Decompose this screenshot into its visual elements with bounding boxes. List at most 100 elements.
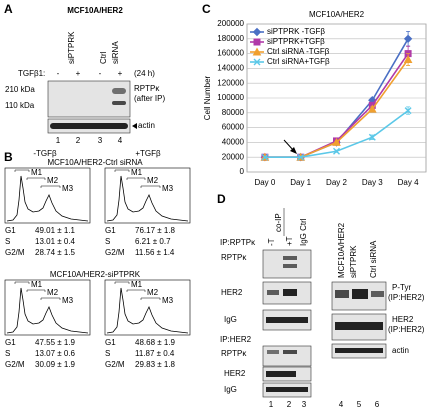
- band: [283, 256, 297, 260]
- gate-label: M3: [162, 184, 174, 193]
- x-tick-label: Day 1: [290, 178, 311, 187]
- time-label: (24 h): [134, 69, 155, 78]
- y-tick-label: 0: [240, 167, 245, 176]
- y-tick-label: 180000: [217, 34, 244, 43]
- phase-value: 13.07 ± 0.6: [35, 349, 76, 358]
- marker: [261, 153, 269, 161]
- gate-label: M1: [31, 280, 43, 289]
- gate-label: M1: [131, 168, 143, 177]
- y-axis-title: Cell Number: [203, 75, 212, 120]
- y-tick-label: 80000: [222, 108, 245, 117]
- band: [266, 371, 296, 377]
- phase-label: S: [5, 237, 10, 246]
- band: [266, 317, 308, 323]
- gate-label: M3: [62, 184, 74, 193]
- marker: [368, 133, 376, 141]
- marker: [332, 137, 341, 146]
- lane-label: siPTPRK: [67, 31, 76, 64]
- band: [267, 350, 279, 354]
- lane-label: -T: [267, 238, 276, 246]
- y-tick-label: 100000: [217, 93, 244, 102]
- lane-number: 2: [76, 136, 81, 145]
- y-tick-label: 140000: [217, 64, 244, 73]
- legend-label: Ctrl siRNA+TGFβ: [267, 57, 330, 66]
- band-label: IgG: [224, 315, 237, 324]
- lane-number: 1: [56, 136, 61, 145]
- phase-label: G2/M: [5, 248, 25, 257]
- panel-letter: B: [4, 150, 13, 164]
- lane-number: 3: [302, 400, 307, 409]
- line-chart: MCF10A/HER2 Cell Number 0 20000 40000 60000 80…: [203, 10, 427, 187]
- lane-label: Ctrl: [99, 51, 108, 64]
- band-label: RPTPκ: [134, 84, 160, 93]
- band-label: HER2: [392, 315, 414, 324]
- band: [335, 348, 383, 353]
- group-title: MCF10A/HER2-siPTPRK: [50, 270, 141, 279]
- arrowhead: [290, 147, 297, 154]
- marker: [367, 104, 377, 113]
- lane-label: IgG Ctrl: [299, 218, 308, 246]
- legend-label: Ctrl siRNA -TGFβ: [267, 47, 330, 56]
- gate-label: M2: [147, 176, 159, 185]
- phase-value: 11.56 ± 1.4: [135, 248, 175, 257]
- phase-label: G2/M: [105, 248, 125, 257]
- phase-value: 11.87 ± 0.4: [135, 349, 175, 358]
- sign: +: [118, 69, 123, 78]
- x-tick-label: Day 3: [362, 178, 383, 187]
- y-tick-label: 120000: [217, 78, 244, 87]
- marker-label: 210 kDa: [5, 85, 35, 94]
- band-label: HER2: [221, 288, 243, 297]
- y-tick-label: 40000: [222, 138, 245, 147]
- band: [266, 387, 308, 392]
- group-title: MCF10A/HER2-Ctrl siRNA: [47, 158, 143, 167]
- sign: -: [57, 69, 60, 78]
- blot: [262, 345, 312, 367]
- band: [283, 289, 297, 296]
- ip-label: IP:HER2: [220, 335, 252, 344]
- lane-number: 1: [269, 400, 274, 409]
- marker: [404, 107, 412, 115]
- phase-value: 49.01 ± 1.1: [35, 226, 76, 235]
- band: [283, 350, 297, 354]
- group-label: co-IP: [274, 213, 283, 232]
- band-label: IgG: [224, 385, 237, 394]
- sign: +: [76, 69, 81, 78]
- marker: [333, 147, 340, 155]
- lane-number: 2: [287, 400, 292, 409]
- band: [335, 290, 349, 298]
- band: [50, 123, 128, 129]
- gate-label: M3: [162, 296, 174, 305]
- legend-marker: [253, 58, 261, 66]
- phase-value: 6.21 ± 0.7: [135, 237, 171, 246]
- lane-number: 5: [357, 400, 362, 409]
- band-label: (after IP): [134, 94, 165, 103]
- band: [112, 88, 126, 94]
- gate-label: M3: [62, 296, 74, 305]
- gate-label: M2: [47, 176, 59, 185]
- sign: -: [99, 69, 102, 78]
- blot: [47, 80, 131, 118]
- x-tick-label: Day 4: [398, 178, 419, 187]
- panel-title: MCF10A/HER2: [67, 6, 123, 15]
- legend-marker: [252, 27, 262, 37]
- y-tick-label: 160000: [217, 49, 244, 58]
- band-label: actin: [138, 121, 155, 130]
- marker: [403, 34, 413, 44]
- phase-label: G1: [105, 338, 116, 347]
- phase-value: 76.17 ± 1.8: [135, 226, 176, 235]
- marker: [297, 153, 305, 161]
- band-label: actin: [392, 346, 409, 355]
- y-tick-label: 60000: [222, 123, 245, 132]
- phase-label: S: [105, 237, 110, 246]
- band-label: (IP:HER2): [388, 325, 425, 334]
- band-label: RPTPκ: [221, 349, 247, 358]
- lane-number: 6: [375, 400, 380, 409]
- condition-label: -TGFβ: [33, 149, 57, 158]
- phase-value: 48.68 ± 1.9: [135, 338, 176, 347]
- phase-label: G1: [5, 338, 16, 347]
